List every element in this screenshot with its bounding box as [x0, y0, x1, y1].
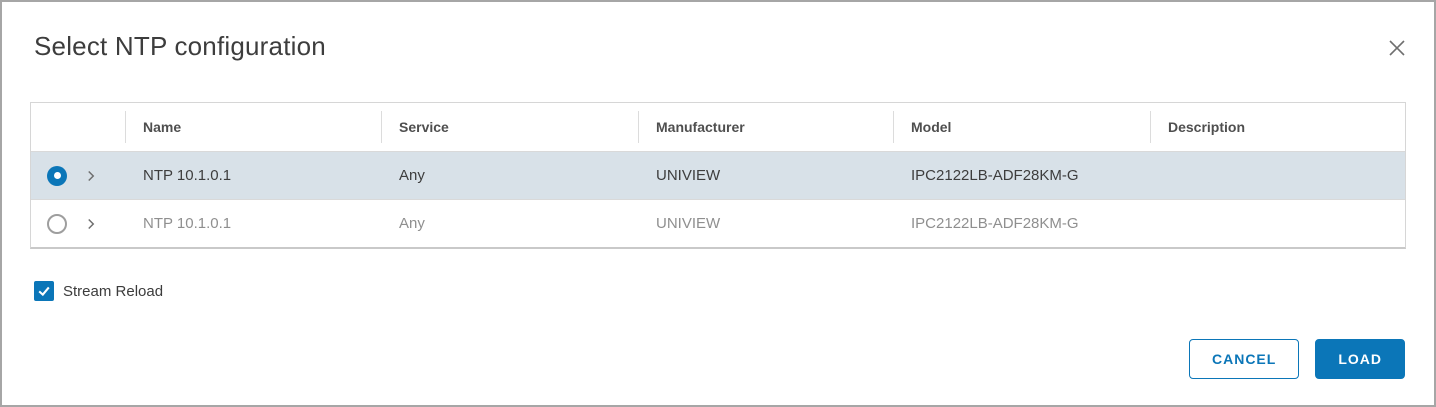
cell-model: IPC2122LB-ADF28KM-G — [911, 167, 1079, 184]
checkmark-icon — [36, 283, 52, 299]
column-header-service: Service — [381, 103, 638, 151]
row-controls-cell — [31, 200, 125, 247]
table-header-row: Name Service Manufacturer Model Descript… — [31, 103, 1405, 151]
stream-reload-option[interactable]: Stream Reload — [34, 281, 163, 301]
expand-row-button[interactable] — [81, 214, 101, 234]
cell-service: Any — [399, 167, 425, 184]
column-header-controls — [31, 103, 125, 151]
radio-unselected[interactable] — [47, 213, 67, 234]
radio-selected[interactable] — [47, 165, 67, 186]
close-button[interactable] — [1384, 35, 1410, 61]
load-button[interactable]: LOAD — [1315, 339, 1405, 379]
cell-model: IPC2122LB-ADF28KM-G — [911, 215, 1079, 232]
dialog-title: Select NTP configuration — [34, 31, 326, 61]
cell-name: NTP 10.1.0.1 — [143, 167, 232, 184]
row-controls-cell — [31, 152, 125, 199]
dialog-actions: CANCEL LOAD — [1188, 339, 1405, 379]
expand-row-button[interactable] — [81, 166, 101, 186]
table-row[interactable]: NTP 10.1.0.1 Any UNIVIEW IPC2122LB-ADF28… — [31, 151, 1405, 199]
column-header-manufacturer: Manufacturer — [638, 103, 893, 151]
table-row[interactable]: NTP 10.1.0.1 Any UNIVIEW IPC2122LB-ADF28… — [31, 199, 1405, 247]
stream-reload-label: Stream Reload — [63, 282, 164, 300]
chevron-right-icon — [82, 167, 100, 185]
stream-reload-checkbox[interactable] — [34, 281, 54, 301]
ntp-configuration-table: Name Service Manufacturer Model Descript… — [30, 102, 1406, 249]
cell-name: NTP 10.1.0.1 — [143, 215, 232, 232]
column-header-name: Name — [125, 103, 381, 151]
column-header-description: Description — [1150, 103, 1405, 151]
cell-manufacturer: UNIVIEW — [656, 215, 721, 232]
column-header-model: Model — [893, 103, 1150, 151]
cancel-button[interactable]: CANCEL — [1188, 339, 1300, 379]
close-icon — [1386, 37, 1408, 59]
chevron-right-icon — [82, 215, 100, 233]
cell-service: Any — [399, 215, 425, 232]
cell-manufacturer: UNIVIEW — [656, 167, 721, 184]
